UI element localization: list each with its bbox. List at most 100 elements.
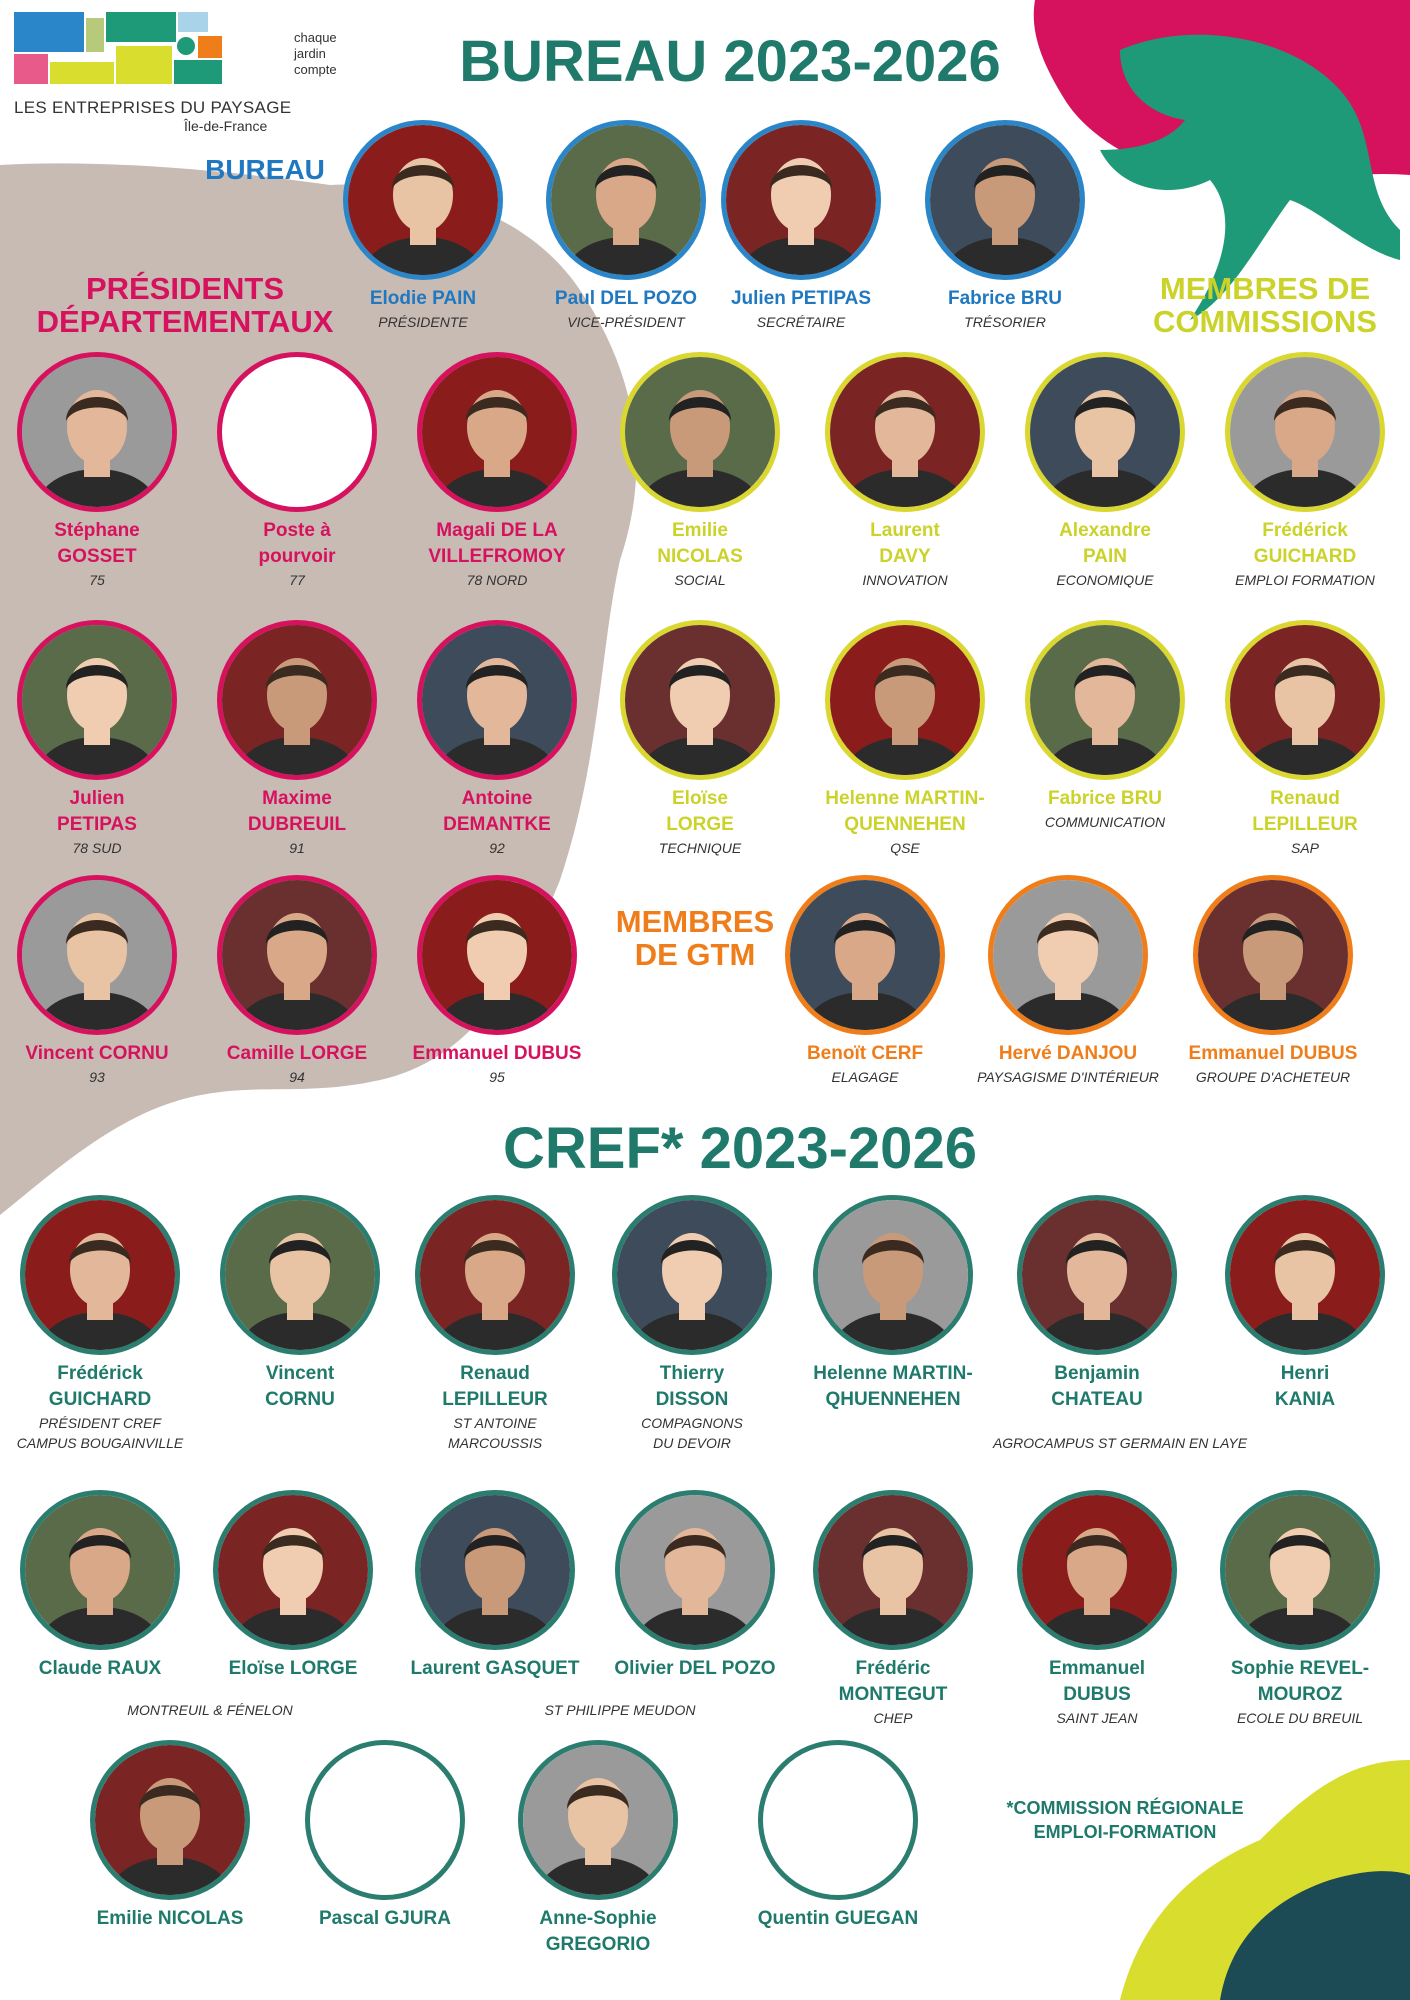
member-photo [20,1195,180,1355]
member-name: Renaud LEPILLEUR [442,1363,548,1410]
member-role: 94 [289,1069,305,1085]
member-name: Eloïse LORGE [228,1658,358,1679]
logo: chaque jardin compte LES ENTREPRISES DU … [14,12,354,140]
presidents-member-card: Julien PETIPAS 78 SUD [0,620,197,858]
cref-member-card: Vincent CORNU [200,1195,400,1413]
member-role: Groupe d'acheteur [1195,1069,1351,1085]
member-name: Emmanuel DUBUS [1188,1043,1358,1064]
presidents-member-card: Magali DE LA VILLEFROMOY 78 NORD [397,352,597,590]
section-bureau-heading: BUREAU [205,154,325,185]
member-role: 75 [89,572,105,588]
member-photo [1225,1195,1385,1355]
member-role: Economique [1056,572,1154,588]
portrait-photo [790,880,940,1030]
cref-member-card: Emilie NICOLAS [70,1740,270,1932]
portrait-photo [22,880,172,1030]
member-name: Paul DEL POZO [554,288,698,309]
logo-region: Île-de-France [184,118,268,134]
member-photo [721,120,881,280]
portrait-photo [22,625,172,775]
cref-member-card: Thierry DISSON Compagnons du devoir [592,1195,792,1453]
presidents-member-card: Emmanuel DUBUS 95 [397,875,597,1087]
bureau-member-card: Elodie PAIN Présidente [323,120,523,332]
member-role: Social [674,572,726,588]
portrait-photo [625,357,775,507]
portrait-photo [1030,625,1180,775]
gtm-member-card: Emmanuel DUBUS Groupe d'acheteur [1173,875,1373,1087]
cref-member-card: Claude RAUX [0,1490,200,1682]
member-photo [1193,875,1353,1035]
cref-footnote: *COMMISSION RÉGIONALE EMPLOI-FORMATION [1006,1798,1244,1842]
member-name: Helenne MARTIN- QUENNEHEN [825,788,985,835]
member-photo [925,120,1085,280]
member-role: St Antoine Marcoussis [447,1415,543,1451]
commissions-member-card: Alexandre PAIN Economique [1005,352,1205,590]
member-name: Hervé DANJOU [998,1043,1138,1064]
cref-member-card: Emmanuel DUBUS Saint Jean [997,1490,1197,1728]
member-name: Antoine DEMANTKE [443,788,551,835]
portrait-photo [930,125,1080,275]
member-photo [17,875,177,1035]
member-photo [220,1195,380,1355]
portrait-photo [551,125,701,275]
member-role: Secrétaire [756,314,846,330]
portrait-photo [617,1200,767,1350]
portrait-photo [95,1745,245,1895]
member-name: Poste à pourvoir [258,520,336,567]
bureau-member-card: Julien PETIPAS Secrétaire [701,120,901,332]
cref-member-card: Eloïse LORGE [193,1490,393,1682]
cref-member-card: Sophie REVEL- MOUROZ Ecole du Breuil [1200,1490,1400,1728]
portrait-photo [218,1495,368,1645]
logo-tagline: chaque jardin compte [294,30,337,77]
cref-member-card: Renaud LEPILLEUR St Antoine Marcoussis [395,1195,595,1453]
commissions-member-card: Eloïse LORGE Technique [600,620,800,858]
member-role: Président CREF Campus Bougainville [16,1415,184,1451]
member-name: Frédéric MONTEGUT [838,1658,948,1705]
portrait-photo [222,625,372,775]
portrait-photo [830,625,980,775]
member-photo [17,352,177,512]
commissions-member-card: Frédérick GUICHARD Emploi formation [1205,352,1405,590]
cref-member-card: Frédérick GUICHARD Président CREF Campus … [0,1195,200,1453]
portrait-photo [420,1495,570,1645]
member-name: Benjamin CHATEAU [1051,1363,1143,1410]
cref-title: CREF* 2023-2026 [503,1116,977,1181]
member-role: SAP [1290,840,1319,856]
portrait-photo [25,1200,175,1350]
member-name: Emmanuel DUBUS [1048,1658,1146,1705]
member-role: Innovation [862,572,948,588]
portrait-photo [422,880,572,1030]
empty-photo-placeholder [758,1740,918,1900]
member-photo [620,620,780,780]
presidents-member-card: Antoine DEMANTKE 92 [397,620,597,858]
member-name: Benoït CERF [806,1043,924,1064]
member-role: Communication [1044,814,1166,830]
member-name: Frédérick GUICHARD [1253,520,1357,567]
portrait-photo [620,1495,770,1645]
portrait-photo [225,1200,375,1350]
logo-mark [14,12,222,84]
member-name: Alexandre PAIN [1059,520,1151,567]
member-name: Eloïse LORGE [666,788,734,835]
portrait-photo [830,357,980,507]
member-role: 93 [89,1069,105,1085]
commissions-member-card: Helenne MARTIN- QUENNEHEN QSE [805,620,1005,858]
member-role: Saint Jean [1056,1710,1138,1726]
commissions-member-card: Renaud LEPILLEUR SAP [1205,620,1405,858]
portrait-photo [1022,1495,1172,1645]
member-role: 78 SUD [72,840,122,856]
cref-member-card: Laurent GASQUET [395,1490,595,1682]
portrait-photo [818,1495,968,1645]
member-photo [825,620,985,780]
member-name: Julien PETIPAS [57,788,137,835]
member-photo [615,1490,775,1650]
member-role: CHEP [873,1710,913,1726]
cref-member-card: Quentin GUEGAN [738,1740,938,1932]
empty-photo-placeholder [217,352,377,512]
section-presidents-heading: PRÉSIDENTS DÉPARTEMENTAUX [36,271,334,340]
member-role: 77 [289,572,305,588]
member-name: Henri KANIA [1274,1363,1336,1410]
gtm-member-card: Benoït CERF Elagage [765,875,965,1087]
portrait-photo [523,1745,673,1895]
member-role: Vice-Président [567,314,685,330]
